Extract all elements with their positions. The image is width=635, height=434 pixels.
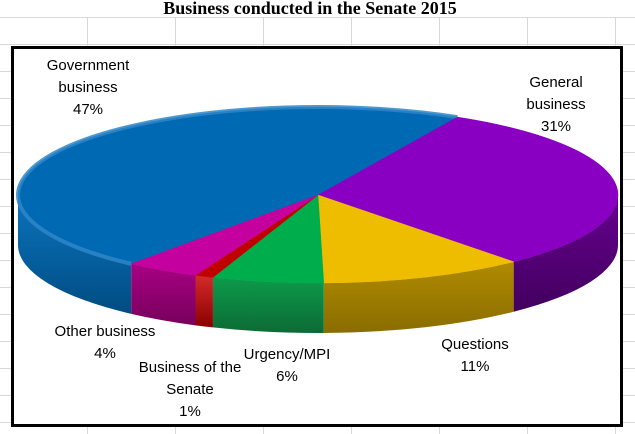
pie-3d [16,105,619,333]
data-label-category: Business of the Senate [138,359,242,398]
data-label-category: Other business [54,323,156,340]
pie-slice-general-business[interactable] [317,116,619,262]
data-label-percent: 11% [460,358,490,375]
pie-slice-other-business[interactable] [131,263,196,326]
data-label-category: General business [526,74,586,113]
data-label-urgency-mpi: Urgency/MPI 6% [207,344,367,388]
chart-area[interactable]: Government business 47% General business… [11,46,623,427]
pie-slice-general-business[interactable] [513,195,619,312]
data-label-category: Government business [46,57,130,96]
data-label-government-business: Government business 47% [18,55,158,121]
data-label-category: Urgency/MPI [243,346,331,363]
data-label-percent: 47% [72,101,104,118]
pie-slice-other-business[interactable] [130,194,319,276]
chart-title: Business conducted in the Senate 2015 [163,0,457,18]
pie-slice-urgency-mpi[interactable] [212,277,324,333]
pie-bevel-highlight [16,105,458,266]
data-label-percent: 31% [540,118,572,135]
pie-slice-questions[interactable] [323,261,514,333]
data-label-business-of-the-senate: Business of the Senate 1% [120,357,260,423]
data-label-percent: 4% [94,345,116,362]
data-label-general-business: General business 31% [511,72,601,138]
pie-slice-questions[interactable] [317,194,515,284]
data-label-category: Questions [441,336,509,353]
data-label-other-business: Other business 4% [25,321,185,365]
pie-slice-government-business[interactable] [18,195,132,314]
data-label-percent: 6% [276,368,298,385]
data-label-percent: 1% [179,403,201,420]
pie-slice-business-of-the-senate[interactable] [195,275,213,328]
data-label-questions: Questions 11% [405,334,545,378]
